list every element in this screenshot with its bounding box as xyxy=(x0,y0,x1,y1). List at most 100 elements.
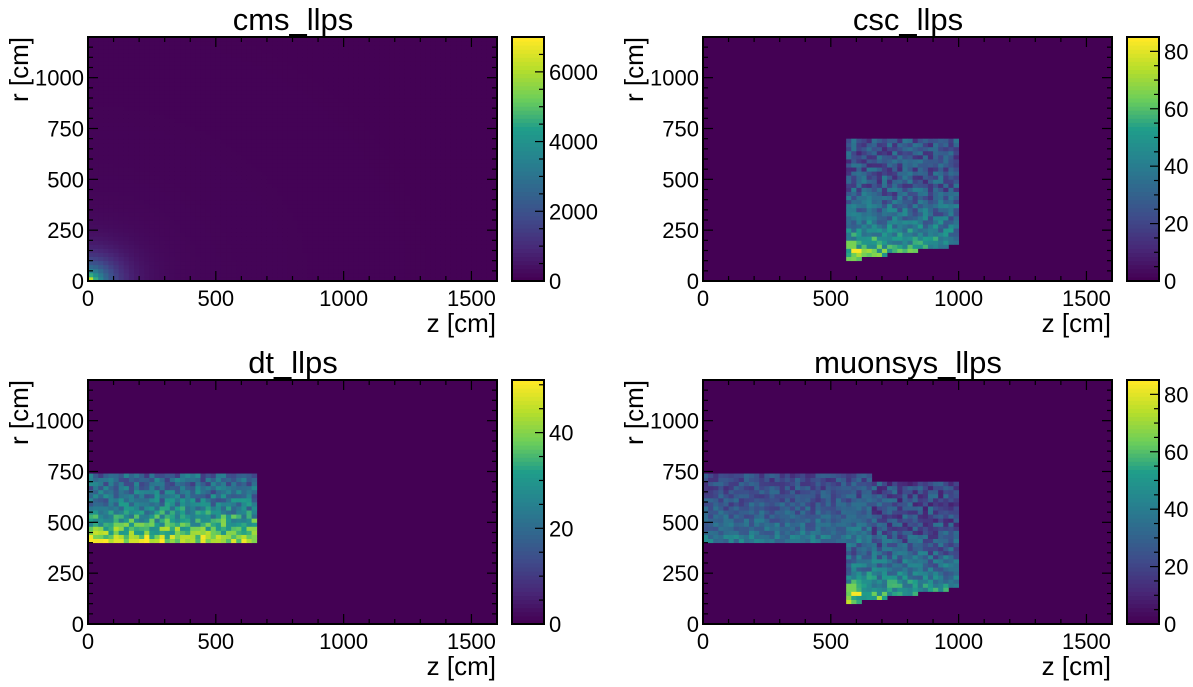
heatmap-cell xyxy=(164,146,171,152)
heatmap-cell xyxy=(123,53,130,58)
heatmap-cell xyxy=(88,260,94,266)
heatmap-cell xyxy=(292,146,299,152)
heatmap-cell xyxy=(261,191,268,196)
heatmap-cell xyxy=(415,102,421,107)
colorbar-segment xyxy=(512,122,544,127)
heatmap-cell xyxy=(450,98,457,103)
heatmap-cell xyxy=(415,248,421,253)
heatmap-cell xyxy=(103,114,109,119)
heatmap-cell xyxy=(440,65,447,70)
heatmap-cell xyxy=(358,207,365,213)
heatmap-cell xyxy=(323,89,329,95)
heatmap-cell xyxy=(210,142,217,148)
heatmap-cell xyxy=(389,179,396,184)
heatmap-cell xyxy=(425,69,431,74)
heatmap-cell xyxy=(169,142,176,148)
heatmap-cell xyxy=(159,195,166,201)
heatmap-cell xyxy=(404,126,411,131)
heatmap-cell xyxy=(410,191,416,196)
heatmap-cell xyxy=(159,57,166,62)
heatmap-cell xyxy=(466,220,472,225)
heatmap-cell xyxy=(307,252,314,257)
heatmap-cell xyxy=(236,41,242,46)
heatmap-cell xyxy=(220,61,227,66)
heatmap-cell xyxy=(358,65,365,70)
heatmap-cell xyxy=(292,264,299,270)
heatmap-cell xyxy=(297,130,304,135)
colorbar-segment xyxy=(512,199,544,205)
heatmap-cell xyxy=(210,268,217,274)
heatmap-cell xyxy=(481,118,488,123)
heatmap-cell xyxy=(185,49,191,54)
heatmap-cell xyxy=(471,232,477,237)
heatmap-cell xyxy=(190,199,196,205)
heatmap-cell xyxy=(226,224,232,229)
heatmap-cell xyxy=(103,260,109,266)
heatmap-cell xyxy=(123,179,130,184)
heatmap-cell xyxy=(164,260,171,266)
heatmap-cell xyxy=(338,142,345,148)
heatmap-cell xyxy=(292,49,299,54)
heatmap-cell xyxy=(435,220,442,225)
heatmap-cell xyxy=(277,85,283,91)
heatmap-cell xyxy=(128,150,135,156)
heatmap-cell xyxy=(323,179,329,184)
heatmap-cell xyxy=(113,167,120,172)
heatmap-cell xyxy=(415,98,421,103)
heatmap-cell xyxy=(128,146,135,152)
heatmap-cell xyxy=(231,122,237,127)
heatmap-cell xyxy=(338,122,345,127)
heatmap-cell xyxy=(180,89,186,95)
heatmap-cell xyxy=(226,130,232,135)
heatmap-cell xyxy=(195,142,201,148)
heatmap-cell xyxy=(456,236,462,241)
heatmap-cell xyxy=(415,110,421,115)
heatmap-cell xyxy=(144,45,150,50)
heatmap-cell xyxy=(118,41,125,46)
heatmap-cell xyxy=(93,187,99,192)
heatmap-cell xyxy=(328,81,334,87)
heatmap-cell xyxy=(108,163,114,168)
heatmap-cell xyxy=(200,45,206,50)
heatmap-cell xyxy=(425,260,431,266)
heatmap-cell xyxy=(456,154,462,160)
heatmap-cell xyxy=(282,232,288,237)
heatmap-cell xyxy=(241,159,247,164)
heatmap-cell xyxy=(200,220,206,225)
heatmap-cell xyxy=(210,134,217,140)
heatmap-cell xyxy=(415,49,421,54)
heatmap-cell xyxy=(312,150,319,156)
heatmap-cell xyxy=(384,53,391,58)
heatmap-cell xyxy=(113,154,120,160)
heatmap-cell xyxy=(134,175,140,180)
heatmap-cell xyxy=(374,69,380,74)
heatmap-cell xyxy=(486,159,493,164)
heatmap-cell xyxy=(190,264,196,270)
heatmap-cell xyxy=(445,77,452,83)
heatmap-cell xyxy=(394,122,401,127)
heatmap-cell xyxy=(282,248,288,253)
heatmap-cell xyxy=(118,61,125,66)
heatmap-cell xyxy=(169,126,176,131)
heatmap-cell xyxy=(461,69,467,74)
heatmap-cell xyxy=(108,69,114,74)
heatmap-cell xyxy=(430,146,437,152)
heatmap-cell xyxy=(190,77,196,83)
heatmap-cell xyxy=(139,236,145,241)
heatmap-cell xyxy=(251,159,258,164)
heatmap-cell xyxy=(486,179,493,184)
heatmap-cell xyxy=(169,224,176,229)
heatmap-cell xyxy=(98,102,104,107)
heatmap-cell xyxy=(231,207,237,213)
heatmap-cell xyxy=(174,61,181,66)
heatmap-cell xyxy=(481,130,488,135)
heatmap-cell xyxy=(348,81,355,87)
heatmap-cell xyxy=(364,146,370,152)
heatmap-cell xyxy=(410,224,416,229)
heatmap-cell xyxy=(185,224,191,229)
heatmap-cell xyxy=(333,163,339,168)
heatmap-cell xyxy=(312,244,319,249)
heatmap-cell xyxy=(88,264,94,270)
heatmap-cell xyxy=(108,207,114,213)
heatmap-cell xyxy=(420,122,426,127)
